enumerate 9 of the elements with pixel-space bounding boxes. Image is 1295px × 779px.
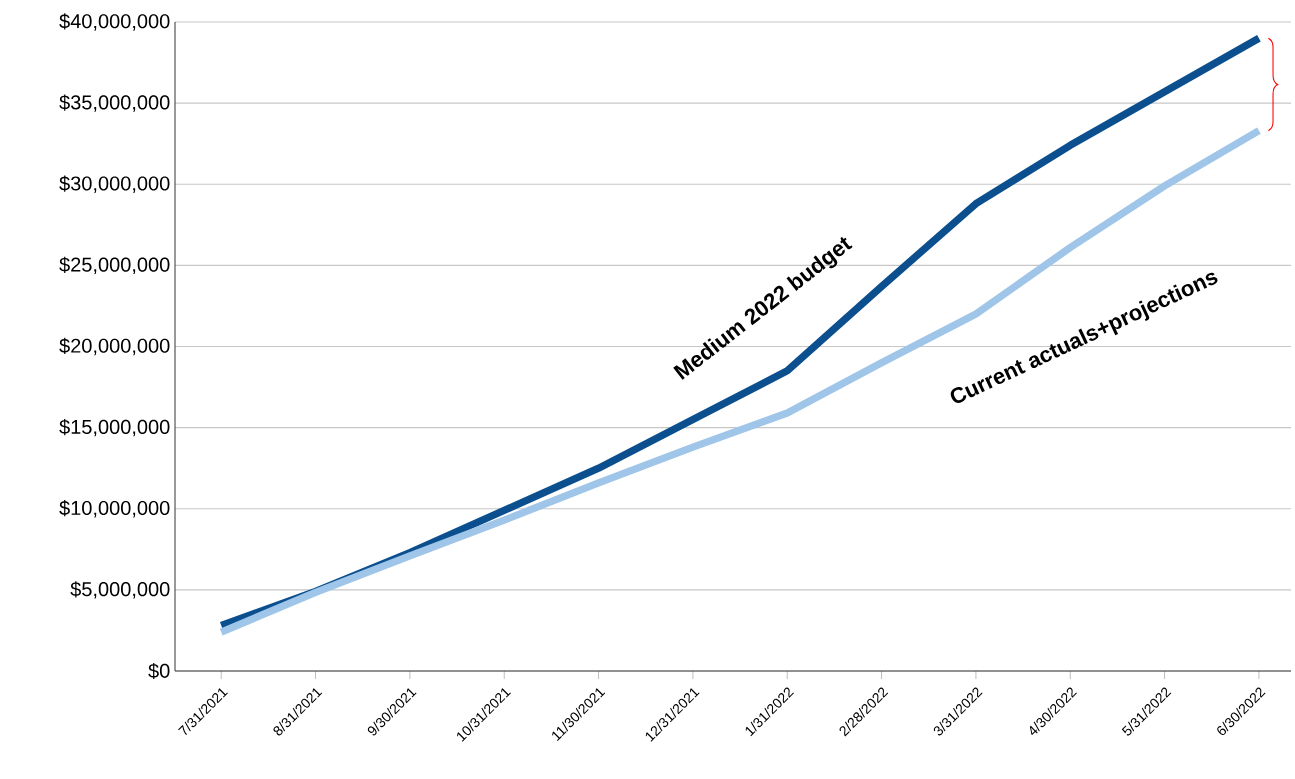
y-tick-label: $35,000,000 [59, 94, 170, 112]
y-tick-label: $0 [148, 662, 170, 680]
y-tick-label: $5,000,000 [70, 581, 170, 599]
y-tick-label: $20,000,000 [59, 337, 170, 356]
y-tick-label: $30,000,000 [59, 175, 170, 193]
y-tick-label: $10,000,000 [59, 500, 170, 518]
y-tick-label: $25,000,000 [59, 256, 170, 275]
y-tick-label: $15,000,000 [59, 418, 170, 437]
y-tick-label: $40,000,000 [59, 13, 170, 31]
